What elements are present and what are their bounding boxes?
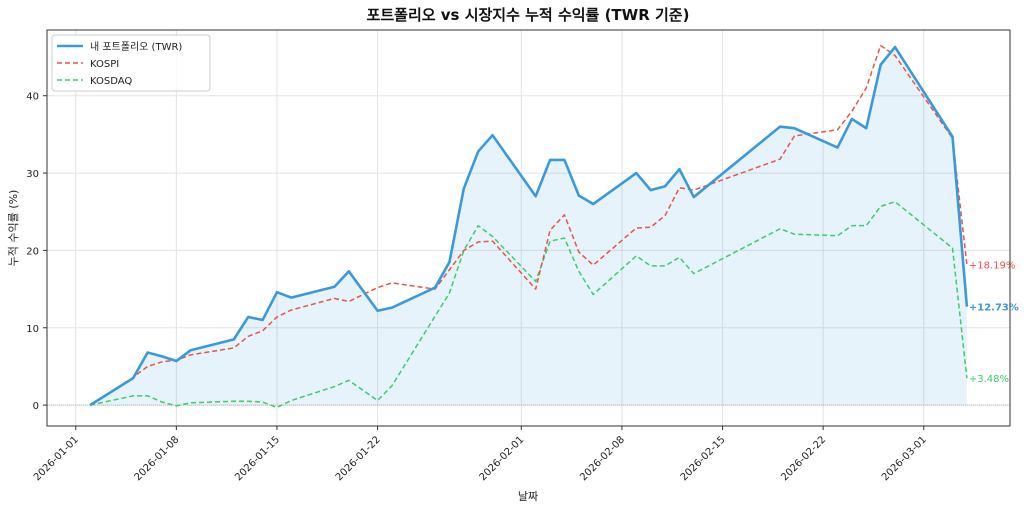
end-label-2: +3.48% [969,374,1009,385]
x-tick-label: 2026-01-15 [233,434,282,483]
legend: 내 포트폴리오 (TWR) KOSPI KOSDAQ [51,34,211,92]
legend-label-1: KOSPI [90,59,119,70]
x-tick-label: 2026-01-08 [133,434,182,483]
end-label-0: +12.73% [969,303,1019,314]
portfolio-area-fill [90,47,967,406]
y-tick-label: 10 [26,324,39,335]
plot-frame [46,29,1011,427]
x-tick-label: 2026-02-15 [679,434,728,483]
x-tick-label: 2026-01-01 [32,434,81,483]
legend-label-2: KOSDAQ [90,76,132,87]
x-tick-label: 2026-01-22 [334,434,383,483]
y-tick-label: 40 [26,92,39,103]
series-line-2 [89,200,968,409]
legend-box [51,34,211,92]
y-tick-label: 30 [26,169,39,180]
x-axis-label: 날짜 [518,490,538,503]
series-lines: +3.48% +18.19% +12.73% [89,44,1019,409]
series-line-0 [89,45,969,407]
y-tick-label: 0 [33,401,39,412]
x-tick-label: 2026-02-22 [779,434,828,483]
x-tick-label: 2026-02-08 [578,434,627,483]
x-axis: 2026-01-01 2026-01-08 2026-01-15 2026-01-22… [32,426,929,483]
x-tick-label: 2026-03-01 [880,434,929,483]
end-label-1: +18.19% [969,260,1016,271]
legend-label-0: 내 포트폴리오 (TWR) [90,41,182,53]
y-tick-label: 20 [26,246,39,257]
x-tick-label: 2026-02-01 [478,434,527,483]
y-axis: 0 10 20 30 40 [26,92,47,412]
chart-title: 포트폴리오 vs 시장지수 누적 수익률 (TWR 기준) [367,6,690,24]
portfolio-area [90,47,967,406]
y-axis-label: 누적 수익률 (%) [7,190,20,267]
series-line-1 [89,44,968,406]
grid [47,30,1010,426]
